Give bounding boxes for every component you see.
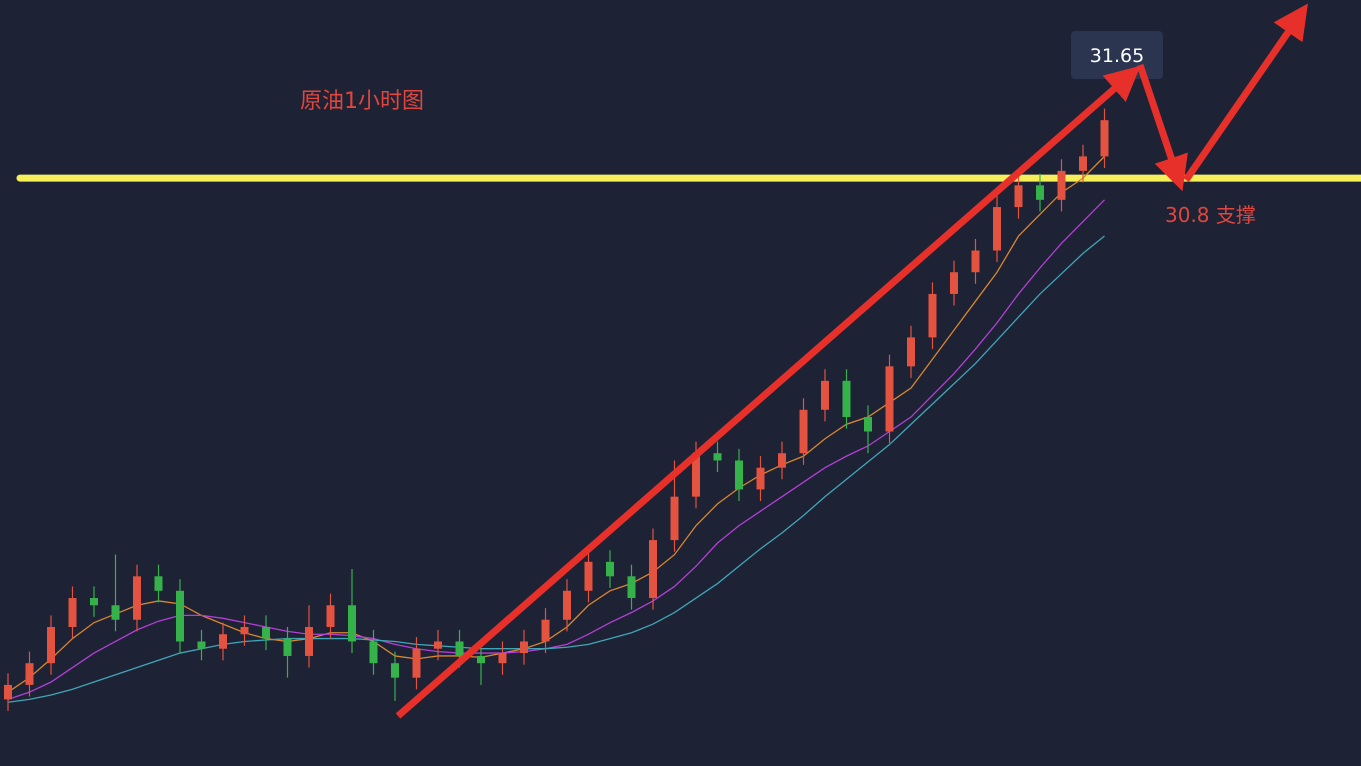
candle-body bbox=[606, 561, 614, 577]
candle-body bbox=[541, 619, 550, 642]
candle-body bbox=[176, 590, 184, 642]
candle-body bbox=[1036, 185, 1044, 200]
moving-average-line bbox=[7, 199, 1105, 701]
candle-body bbox=[821, 380, 829, 410]
candle-body bbox=[971, 250, 980, 273]
candle-body bbox=[25, 663, 34, 685]
candle-body bbox=[283, 638, 292, 656]
candle-body bbox=[477, 655, 485, 664]
candle-body bbox=[713, 453, 722, 461]
candle-body bbox=[1100, 120, 1109, 157]
candle-body bbox=[1057, 170, 1066, 200]
candle-body bbox=[670, 496, 679, 541]
plot-area bbox=[4, 108, 1361, 711]
candle-body bbox=[864, 417, 872, 432]
trend-arrow bbox=[395, 65, 1141, 719]
candle-body bbox=[993, 207, 1001, 251]
candle-body bbox=[885, 366, 894, 432]
candle-body bbox=[391, 663, 399, 678]
candle-body bbox=[778, 453, 786, 468]
candle-body bbox=[584, 561, 593, 591]
support-label: 30.8 支撑 bbox=[1165, 203, 1256, 227]
trend-arrows bbox=[395, 3, 1308, 719]
candle-body bbox=[434, 641, 442, 649]
rebound-arrow bbox=[1183, 3, 1308, 182]
candle-body bbox=[90, 598, 98, 606]
candle-body bbox=[756, 467, 765, 490]
candle-body bbox=[348, 605, 356, 642]
candle-body bbox=[111, 605, 120, 620]
candle-body bbox=[197, 641, 206, 649]
candle-body bbox=[928, 293, 937, 338]
candle-body bbox=[799, 409, 808, 454]
moving-average-line bbox=[7, 155, 1105, 693]
candle-body bbox=[240, 626, 249, 635]
candle-body bbox=[154, 576, 163, 591]
candle-body bbox=[627, 576, 636, 599]
candle-body bbox=[455, 641, 464, 656]
candle-body bbox=[68, 598, 77, 627]
candle-body bbox=[369, 641, 378, 664]
candle-body bbox=[842, 380, 851, 418]
candle-body bbox=[133, 576, 141, 620]
candle-body bbox=[907, 337, 915, 367]
candle-body bbox=[649, 540, 657, 599]
candle-body bbox=[412, 648, 421, 678]
candle-body bbox=[262, 626, 270, 639]
candle-body bbox=[563, 590, 571, 620]
price-label: 31.65 bbox=[1090, 45, 1144, 67]
candle-body bbox=[735, 460, 743, 490]
candle-body bbox=[326, 605, 335, 627]
candle-body bbox=[219, 634, 227, 649]
moving-average-line bbox=[7, 235, 1105, 703]
candle-body bbox=[47, 626, 55, 664]
candle-body bbox=[950, 272, 958, 294]
candle-body bbox=[1014, 185, 1023, 208]
chart-title: 原油1小时图 bbox=[300, 89, 424, 114]
candle-body bbox=[4, 684, 12, 700]
candle-body bbox=[498, 653, 507, 664]
pullback-arrow bbox=[1136, 63, 1188, 192]
candle-body bbox=[520, 641, 528, 654]
candle-body bbox=[692, 453, 700, 497]
candle-body bbox=[305, 626, 313, 656]
candle-body bbox=[1079, 156, 1087, 171]
